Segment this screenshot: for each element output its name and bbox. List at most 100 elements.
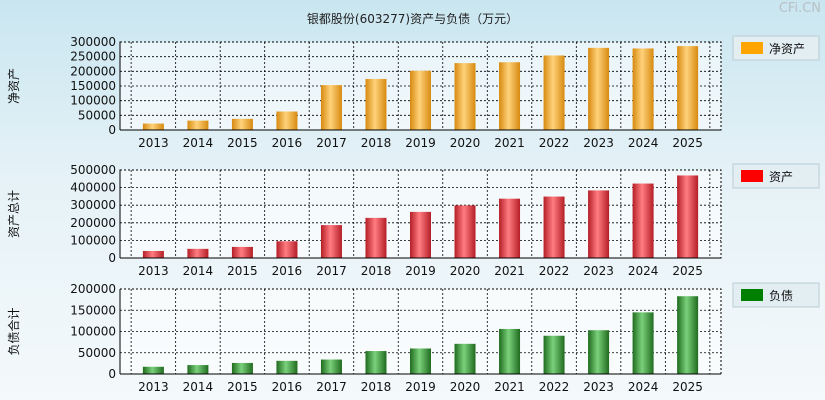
bar-2013 [142, 250, 164, 258]
x-tick-label: 2016 [272, 380, 303, 394]
y-tick-label: 0 [108, 123, 116, 137]
bar-2014 [187, 248, 209, 258]
chart-title: 银都股份(603277)资产与负债（万元） [306, 12, 519, 26]
bar-2017 [320, 225, 342, 258]
y-tick-label: 200000 [70, 216, 116, 230]
x-tick-label: 2023 [583, 136, 614, 150]
x-tick-label: 2024 [628, 380, 659, 394]
bar-2021 [499, 198, 521, 258]
y-tick-label: 100000 [70, 325, 116, 339]
legend-label: 负债 [769, 289, 793, 303]
chart-panel-asset: 0 100000 200000 300000 400000 500000 2013 2014 2… [7, 163, 820, 278]
bar-2015 [231, 246, 253, 258]
x-tick-label: 2025 [672, 136, 703, 150]
y-tick-label: 400000 [70, 181, 116, 195]
bar-2016 [276, 241, 298, 258]
x-tick-label: 2017 [316, 264, 347, 278]
x-tick-label: 2023 [583, 264, 614, 278]
bar-2024 [632, 183, 654, 258]
x-tick-label: 2018 [361, 264, 392, 278]
x-tick-label: 2014 [183, 136, 214, 150]
bar-2014 [187, 120, 209, 130]
bar-2014 [187, 365, 209, 374]
y-tick-label: 200000 [70, 282, 116, 296]
chart-panel-liab: 0 50000 100000 150000 200000 2013 2014 2015 2016… [6, 282, 820, 394]
y-tick-label: 300000 [70, 35, 116, 49]
legend-swatch [741, 289, 763, 301]
legend-label: 净资产 [769, 42, 805, 56]
x-tick-label: 2016 [272, 264, 303, 278]
x-tick-label: 2022 [539, 380, 570, 394]
x-tick-label: 2013 [138, 136, 169, 150]
bar-2013 [142, 123, 164, 130]
x-tick-label: 2023 [583, 380, 614, 394]
bar-2018 [365, 351, 387, 374]
bar-2025 [677, 175, 699, 258]
x-tick-label: 2025 [672, 380, 703, 394]
y-tick-label: 50000 [78, 346, 116, 360]
bar-2020 [454, 343, 476, 374]
bar-2025 [677, 46, 699, 130]
bar-2022 [543, 335, 565, 374]
x-tick-label: 2021 [494, 380, 525, 394]
x-tick-label: 2013 [138, 380, 169, 394]
x-tick-label: 2024 [628, 264, 659, 278]
bar-2018 [365, 78, 387, 130]
bar-2017 [320, 359, 342, 374]
x-tick-label: 2020 [450, 136, 481, 150]
x-tick-label: 2016 [272, 136, 303, 150]
legend-swatch [741, 42, 763, 54]
legend: 净资产 [732, 35, 820, 61]
x-tick-label: 2017 [316, 380, 347, 394]
x-tick-label: 2025 [672, 264, 703, 278]
bar-2025 [677, 296, 699, 374]
y-tick-label: 100000 [70, 233, 116, 247]
bar-2022 [543, 55, 565, 130]
bar-2020 [454, 63, 476, 131]
y-axis-label: 净资产 [7, 68, 21, 104]
y-tick-label: 300000 [70, 198, 116, 212]
bar-2021 [499, 328, 521, 374]
legend-box [732, 282, 820, 308]
x-tick-label: 2019 [405, 380, 436, 394]
x-tick-label: 2019 [405, 136, 436, 150]
x-tick-label: 2014 [183, 264, 214, 278]
y-tick-label: 500000 [70, 163, 116, 177]
legend: 资产 [732, 163, 820, 189]
x-tick-label: 2015 [227, 380, 258, 394]
y-tick-label: 100000 [70, 94, 116, 108]
y-tick-label: 250000 [70, 50, 116, 64]
bar-2022 [543, 196, 565, 258]
bar-2015 [231, 118, 253, 130]
x-tick-label: 2015 [227, 264, 258, 278]
x-tick-label: 2013 [138, 264, 169, 278]
brand-watermark: CFi.CN [778, 1, 821, 16]
y-tick-label: 200000 [70, 64, 116, 78]
bar-2018 [365, 217, 387, 258]
x-tick-label: 2019 [405, 264, 436, 278]
y-tick-label: 50000 [78, 108, 116, 122]
bar-2024 [632, 48, 654, 130]
bar-2015 [231, 362, 253, 374]
x-tick-label: 2015 [227, 136, 258, 150]
legend: 负债 [732, 282, 820, 308]
bar-2019 [410, 70, 431, 130]
bar-2013 [142, 366, 164, 374]
y-tick-label: 0 [108, 251, 116, 265]
x-tick-label: 2020 [450, 380, 481, 394]
bar-2020 [454, 205, 476, 258]
bar-2023 [588, 330, 610, 374]
bar-2016 [276, 111, 298, 130]
bar-2019 [410, 348, 431, 374]
legend-swatch [741, 170, 763, 182]
y-tick-label: 150000 [70, 303, 116, 317]
x-tick-label: 2017 [316, 136, 347, 150]
bar-2016 [276, 360, 298, 374]
x-tick-label: 2014 [183, 380, 214, 394]
bar-2017 [320, 85, 342, 130]
y-axis-label: 资产总计 [7, 190, 21, 238]
bar-2021 [499, 62, 521, 130]
